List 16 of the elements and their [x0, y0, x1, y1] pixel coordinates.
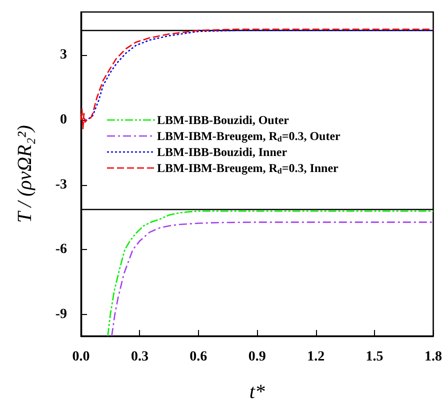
y-axis-title: T / (ρνΩR₂²)	[14, 124, 36, 223]
x-tick-label: 0.9	[248, 350, 266, 364]
x-tick-label: 0.3	[130, 350, 148, 364]
y-tick-label: 0	[60, 112, 67, 128]
legend-label: LBM-IBB-Bouzidi, Outer	[157, 113, 290, 127]
x-tick-label: 1.5	[366, 350, 384, 364]
x-tick-label: 1.2	[307, 350, 325, 364]
legend-label: LBM-IBB-Bouzidi, Inner	[157, 145, 288, 159]
y-tick-label: -6	[55, 242, 67, 258]
x-tick-label: 0.6	[190, 350, 208, 364]
y-tick-label: -9	[55, 306, 67, 322]
x-tick-label: 0.0	[72, 350, 90, 364]
y-tick-label: -3	[55, 177, 67, 192]
x-tick-label: 1.8	[424, 350, 442, 364]
x-axis-title: t*	[249, 381, 265, 403]
y-tick-label: 3	[60, 48, 67, 63]
